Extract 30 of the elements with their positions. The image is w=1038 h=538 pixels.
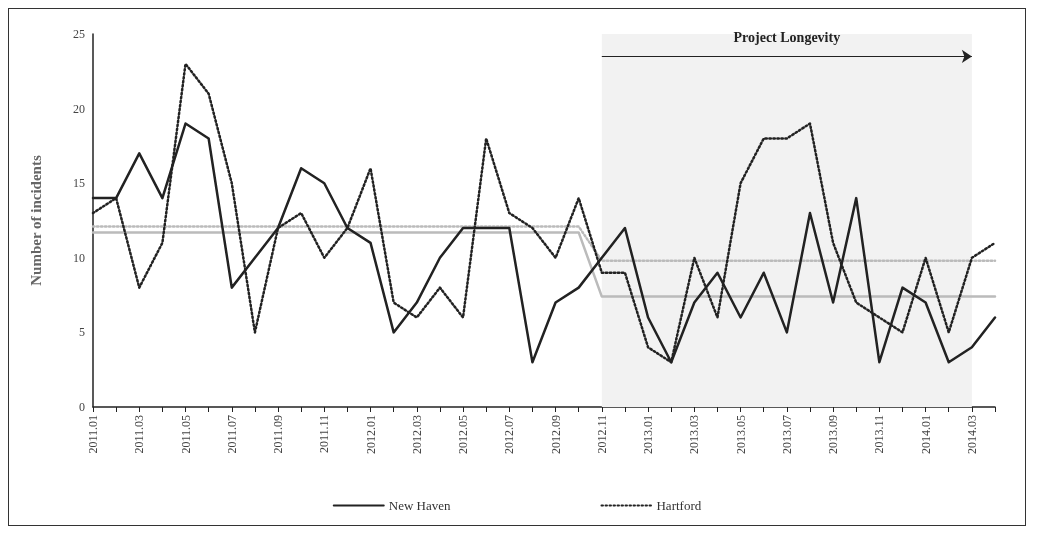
x-tick-label: 2012.05	[456, 415, 471, 454]
y-tick-label: 5	[79, 325, 85, 340]
legend-label: Hartford	[656, 498, 702, 513]
band-label: Project Longevity	[733, 29, 841, 45]
x-tick-label: 2011.05	[178, 415, 193, 454]
x-tick-label: 2013.01	[641, 415, 656, 454]
x-tick-label: 2013.07	[779, 415, 794, 454]
y-tick-label: 20	[73, 101, 85, 116]
x-tick-label: 2014.03	[964, 415, 979, 454]
x-tick-label: 2014.01	[918, 415, 933, 454]
legend-label: New Haven	[388, 498, 451, 513]
y-tick-label: 0	[79, 400, 85, 414]
x-tick-label: 2012.07	[502, 415, 517, 454]
x-tick-label: 2013.11	[872, 415, 887, 454]
x-tick-label: 2011.01	[86, 415, 100, 454]
x-tick-label: 2013.09	[826, 415, 841, 454]
y-tick-label: 25	[73, 27, 85, 41]
y-axis-title: Number of incidents	[27, 155, 44, 286]
x-tick-label: 2012.01	[363, 415, 378, 454]
x-tick-label: 2011.09	[271, 415, 286, 454]
x-tick-label: 2013.03	[687, 415, 702, 454]
x-tick-label: 2012.09	[548, 415, 563, 454]
y-tick-label: 10	[73, 250, 85, 265]
x-tick-label: 2011.07	[224, 415, 239, 454]
x-tick-label: 2012.03	[409, 415, 424, 454]
y-tick-label: 15	[73, 176, 85, 191]
x-tick-label: 2011.11	[317, 415, 332, 454]
x-tick-label: 2013.05	[733, 415, 748, 454]
x-tick-label: 2012.11	[594, 415, 609, 454]
x-tick-label: 2011.03	[132, 415, 147, 454]
